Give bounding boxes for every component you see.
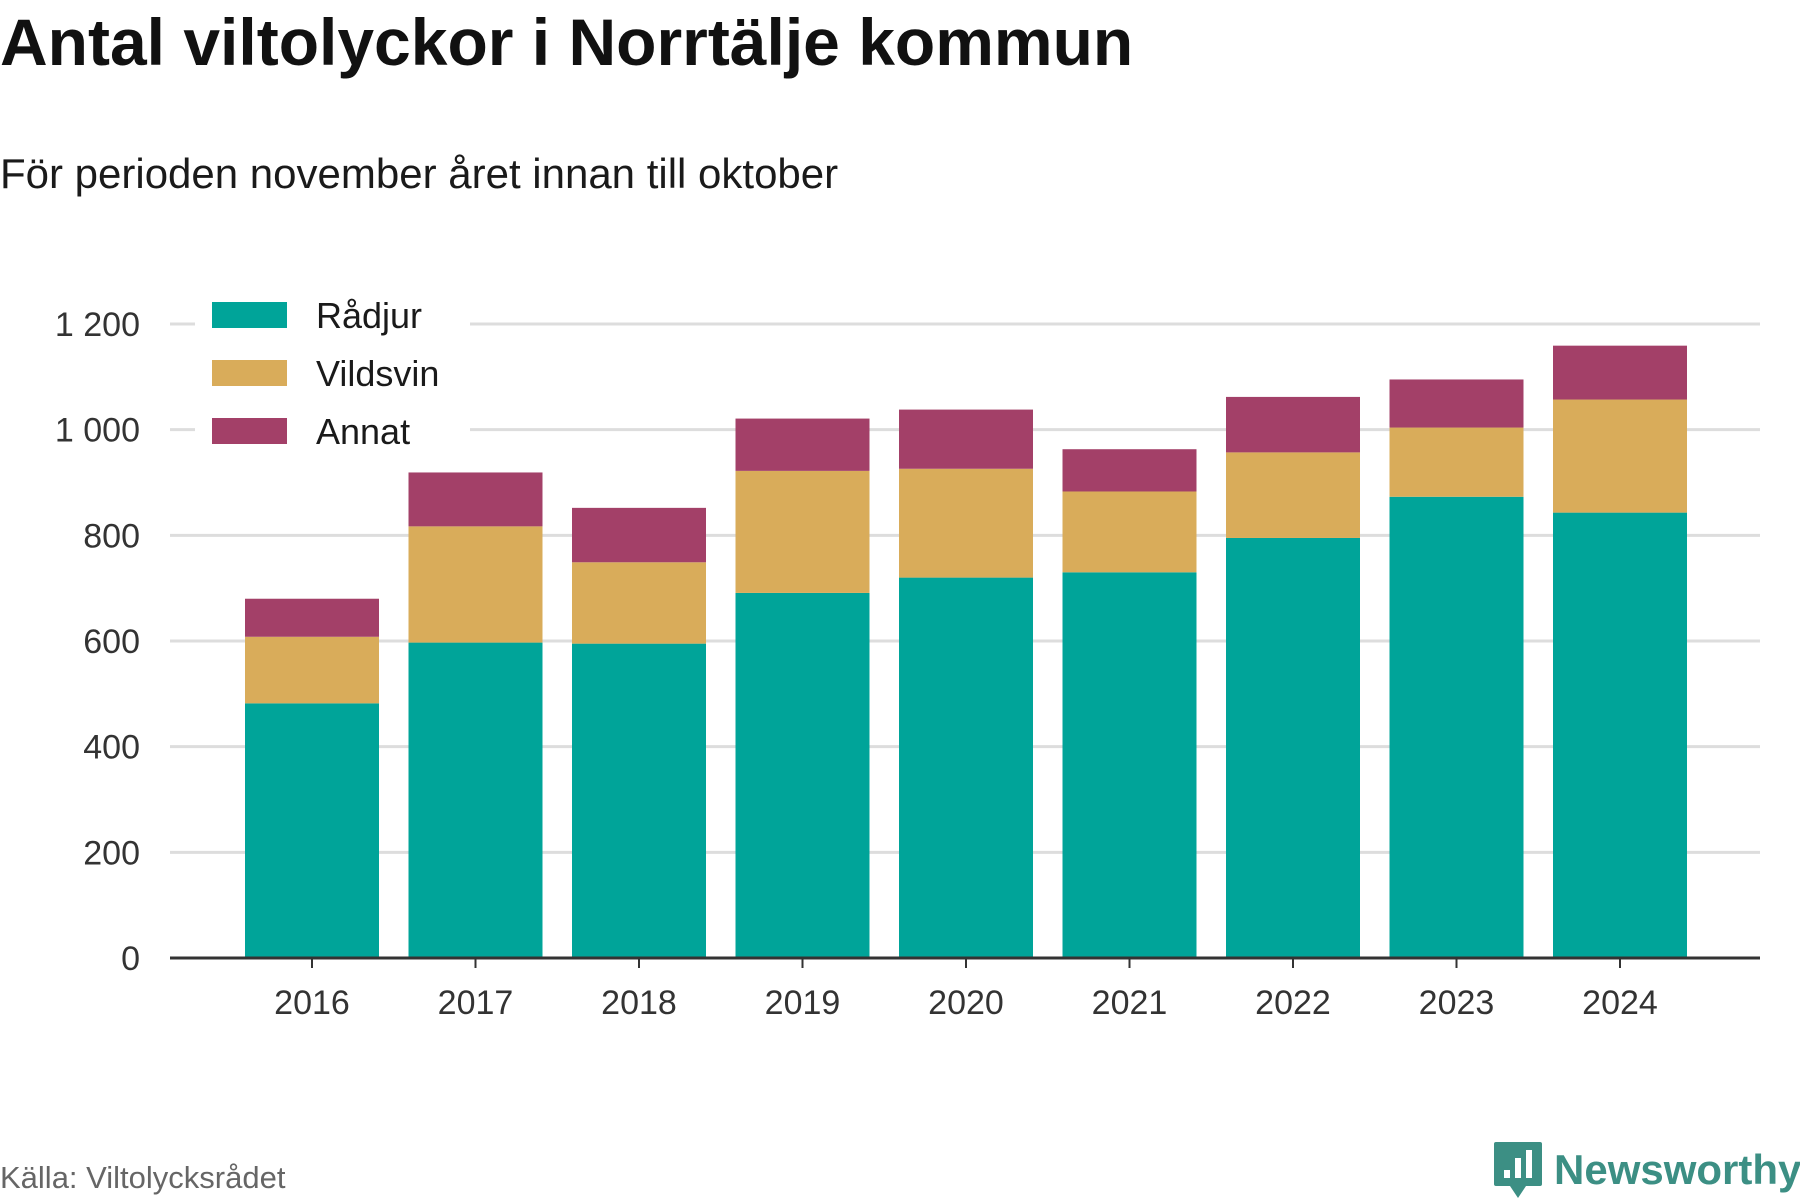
y-tick-label: 400	[83, 729, 140, 767]
bar-vildsvin-2022	[1226, 452, 1360, 538]
bar-vildsvin-2018	[572, 562, 706, 644]
x-axis-tick-labels: 2016 2017 2018 2019 2020 2021 2022 2023 2024	[274, 984, 1658, 1022]
bar-rådjur-2020	[899, 577, 1033, 958]
bar-rådjur-2022	[1226, 537, 1360, 958]
brand-logo: Newsworthy	[1492, 1140, 1800, 1200]
bar-rådjur-2018	[572, 643, 706, 958]
y-tick-label: 0	[121, 940, 140, 978]
legend-swatch-annat	[212, 418, 287, 444]
y-tick-label: 1 000	[55, 412, 140, 450]
bar-rådjur-2021	[1062, 572, 1197, 958]
bar-vildsvin-2019	[735, 470, 870, 593]
legend-swatch-vildsvin	[212, 360, 287, 386]
bar-vildsvin-2021	[1062, 491, 1197, 573]
bar-rådjur-2023	[1389, 496, 1524, 958]
bar-vildsvin-2016	[245, 636, 379, 704]
bar-rådjur-2016	[245, 703, 379, 958]
y-tick-label: 1 200	[55, 306, 140, 344]
x-tick-label: 2021	[1092, 984, 1168, 1022]
bar-annat-2018	[572, 507, 706, 563]
bar-annat-2024	[1553, 345, 1687, 400]
bar-vildsvin-2017	[408, 526, 543, 643]
bar-vildsvin-2020	[899, 468, 1033, 578]
x-tick-label: 2019	[765, 984, 841, 1022]
x-tick-label: 2017	[438, 984, 514, 1022]
y-tick-label: 200	[83, 834, 140, 872]
newsworthy-logo-icon	[1494, 1142, 1542, 1198]
bar-annat-2021	[1062, 449, 1197, 492]
bar-annat-2020	[899, 409, 1033, 469]
bars	[245, 345, 1687, 958]
bar-annat-2022	[1226, 396, 1360, 453]
bar-rådjur-2017	[408, 642, 543, 958]
x-tick-label: 2016	[274, 984, 350, 1022]
x-tick-label: 2020	[928, 984, 1004, 1022]
source-note: Källa: Viltolycksrådet	[0, 1160, 286, 1195]
bar-vildsvin-2024	[1553, 399, 1687, 513]
brand-name: Newsworthy	[1554, 1146, 1800, 1193]
stacked-bar-chart: 0 200 400 600 800 1 000 1 200 2016 2017 2018 2019…	[54, 290, 1760, 1022]
y-tick-label: 800	[83, 517, 140, 555]
bar-annat-2023	[1389, 379, 1524, 428]
bar-rådjur-2019	[735, 592, 870, 958]
x-tick-label: 2018	[601, 984, 677, 1022]
bar-annat-2016	[245, 598, 379, 637]
bar-annat-2017	[408, 472, 543, 527]
x-axis	[170, 956, 1760, 968]
chart-title: Antal viltolyckor i Norrtälje kommun	[0, 5, 1134, 79]
y-tick-label: 600	[83, 623, 140, 661]
x-tick-label: 2024	[1582, 984, 1658, 1022]
legend-label-annat: Annat	[316, 411, 410, 452]
x-tick-label: 2022	[1255, 984, 1331, 1022]
bar-annat-2019	[735, 418, 870, 471]
y-axis-tick-labels: 0 200 400 600 800 1 000 1 200	[55, 306, 140, 978]
legend-label-rådjur: Rådjur	[316, 295, 422, 336]
legend-label-vildsvin: Vildsvin	[316, 353, 439, 394]
bar-vildsvin-2023	[1389, 427, 1524, 497]
x-tick-label: 2023	[1419, 984, 1495, 1022]
legend-swatch-rådjur	[212, 302, 287, 328]
chart-subtitle: För perioden november året innan till ok…	[0, 150, 839, 197]
bar-rådjur-2024	[1553, 512, 1687, 958]
legend: Rådjur Vildsvin Annat	[195, 290, 470, 460]
